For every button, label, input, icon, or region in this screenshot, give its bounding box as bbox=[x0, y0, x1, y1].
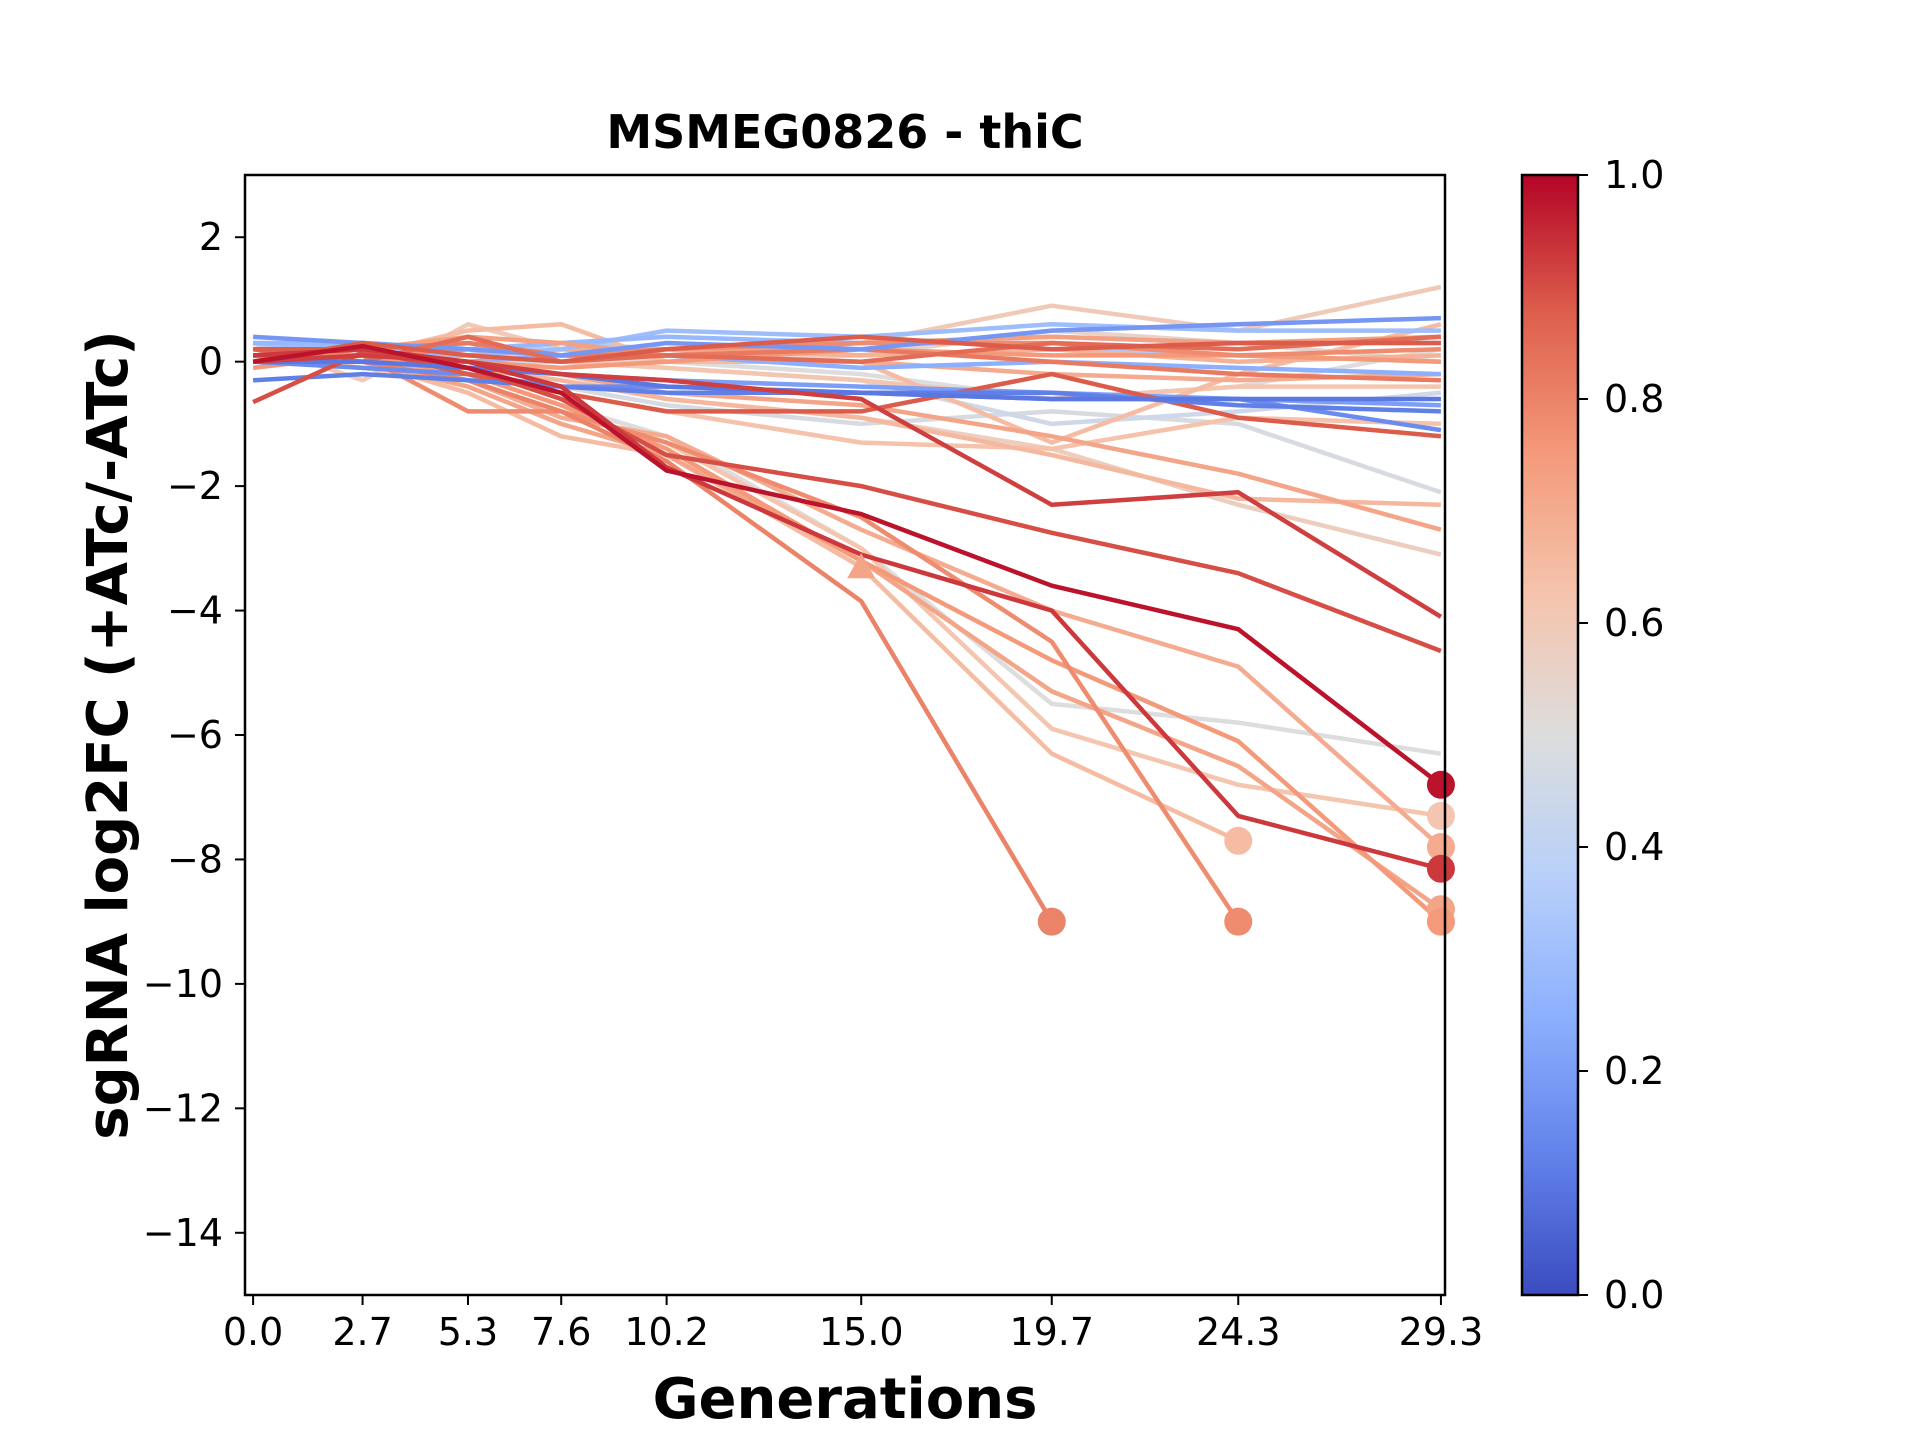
y-axis-label: sgRNA log2FC (+ATc/-ATc) bbox=[76, 330, 141, 1140]
series-line-10 bbox=[253, 359, 1240, 843]
x-axis-label: Generations bbox=[653, 1367, 1038, 1432]
markers-layer bbox=[847, 553, 1455, 936]
x-tick-label-6: 19.7 bbox=[1009, 1310, 1094, 1354]
colorbar-tick-label-2: 0.4 bbox=[1604, 825, 1664, 869]
x-axis: 0.0 2.7 5.3 7.6 10.2 15.0 19.7 24.3 29.3 bbox=[223, 1295, 1483, 1354]
y-axis: 2 0 −2 −4 −6 −8 −10 −12 −14 bbox=[143, 215, 245, 1255]
colorbar-tick-label-0: 0.0 bbox=[1604, 1273, 1664, 1317]
y-tick-label-6: −10 bbox=[143, 962, 223, 1006]
y-tick-label-3: −4 bbox=[167, 589, 223, 633]
series-line-6 bbox=[252, 346, 1241, 923]
series-end-marker-1 bbox=[1426, 854, 1455, 883]
y-tick-label-4: −6 bbox=[167, 713, 223, 757]
series-end-marker-5 bbox=[1037, 907, 1066, 936]
colorbar-tick-label-3: 0.6 bbox=[1604, 601, 1664, 645]
x-tick-label-8: 29.3 bbox=[1399, 1310, 1484, 1354]
series-line-3 bbox=[252, 353, 1443, 619]
x-tick-label-0: 0.0 bbox=[223, 1310, 283, 1354]
y-tick-label-1: 0 bbox=[199, 340, 223, 384]
x-tick-label-2: 5.3 bbox=[438, 1310, 498, 1354]
y-tick-label-0: 2 bbox=[199, 215, 223, 259]
y-tick-label-2: −2 bbox=[167, 464, 223, 508]
series-end-marker-9 bbox=[1426, 833, 1455, 861]
colorbar-axis: 0.0 0.2 0.4 0.6 0.8 1.0 bbox=[1578, 153, 1664, 1317]
series-end-marker-10 bbox=[1224, 826, 1253, 855]
series-line-0 bbox=[252, 343, 1443, 787]
series-end-marker-7 bbox=[1426, 907, 1455, 936]
series-layer bbox=[252, 284, 1443, 924]
y-tick-label-8: −14 bbox=[143, 1211, 223, 1255]
x-tick-label-7: 24.3 bbox=[1196, 1310, 1281, 1354]
series-end-marker-0 bbox=[1426, 770, 1455, 799]
x-tick-label-4: 10.2 bbox=[624, 1310, 709, 1354]
series-line-1 bbox=[252, 346, 1442, 871]
colorbar bbox=[1520, 173, 1580, 1297]
x-tick-label-5: 15.0 bbox=[819, 1310, 904, 1354]
colorbar-tick-label-4: 0.8 bbox=[1604, 377, 1664, 421]
triangle-marker-0 bbox=[847, 553, 876, 579]
y-tick-label-7: −12 bbox=[143, 1086, 223, 1130]
x-tick-label-3: 7.6 bbox=[531, 1310, 591, 1354]
chart-title: MSMEG0826 - thiC bbox=[606, 105, 1083, 159]
colorbar-tick-label-5: 1.0 bbox=[1604, 153, 1664, 197]
series-line-38 bbox=[252, 334, 1441, 364]
series-line-24 bbox=[253, 359, 1441, 402]
x-tick-label-1: 2.7 bbox=[332, 1310, 392, 1354]
y-tick-label-5: −8 bbox=[167, 837, 223, 881]
series-end-marker-6 bbox=[1224, 907, 1253, 936]
series-end-marker-11 bbox=[1426, 801, 1455, 830]
colorbar-tick-label-1: 0.2 bbox=[1604, 1049, 1664, 1093]
